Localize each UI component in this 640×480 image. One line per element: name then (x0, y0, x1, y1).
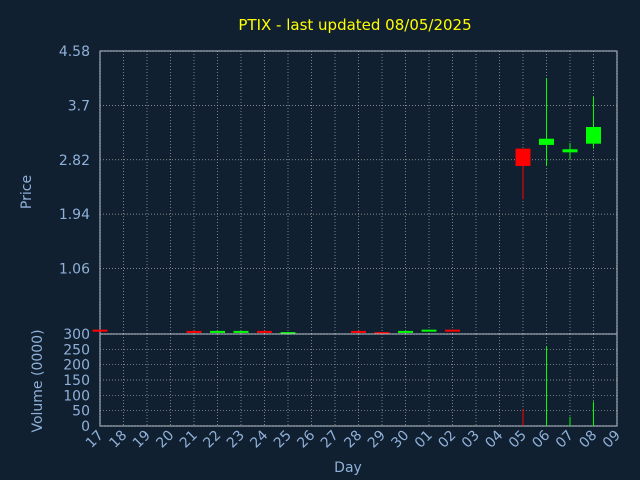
candle-body (515, 148, 531, 166)
volume-tick-label: 50 (72, 404, 90, 420)
candle-body (351, 330, 366, 333)
candle-body (562, 149, 578, 153)
volume-tick-label: 300 (63, 327, 90, 343)
price-tick-label: 2.82 (59, 153, 90, 169)
price-tick-label: 3.7 (68, 98, 90, 114)
volume-tick-label: 150 (63, 373, 90, 389)
candle-body (186, 330, 202, 333)
volume-axis-label: Volume (0000) (30, 329, 46, 432)
price-tick-label: 1.06 (59, 262, 90, 278)
volume-tick-label: 100 (63, 388, 90, 404)
day-axis-label: Day (334, 460, 362, 476)
candle-body (539, 138, 554, 145)
candle-body (210, 330, 225, 333)
chart-title: PTIX - last updated 08/05/2025 (238, 16, 471, 34)
x-tick-labels: 17 18 19 20 21 22 23 24 25 26 27 28 29 30 01 02 03 04 05 06… (83, 427, 624, 451)
price-axis-label: Price (19, 175, 35, 209)
candle-body (92, 329, 108, 332)
candle-body (586, 127, 601, 144)
candle-body (233, 330, 249, 333)
price-panel: 4.58 3.7 2.82 1.94 1.06 (59, 44, 618, 335)
candle-body (398, 330, 413, 333)
candle-body (445, 329, 460, 332)
volume-tick-label: 200 (63, 358, 90, 374)
candle-body (280, 332, 296, 335)
candle-body (257, 330, 272, 333)
candle-body (421, 329, 437, 332)
candle-body (374, 332, 390, 335)
price-tick-label: 1.94 (59, 207, 90, 223)
volume-tick-label: 0 (81, 419, 90, 435)
price-tick-label: 4.58 (59, 44, 90, 60)
volume-tick-label: 250 (63, 342, 90, 358)
